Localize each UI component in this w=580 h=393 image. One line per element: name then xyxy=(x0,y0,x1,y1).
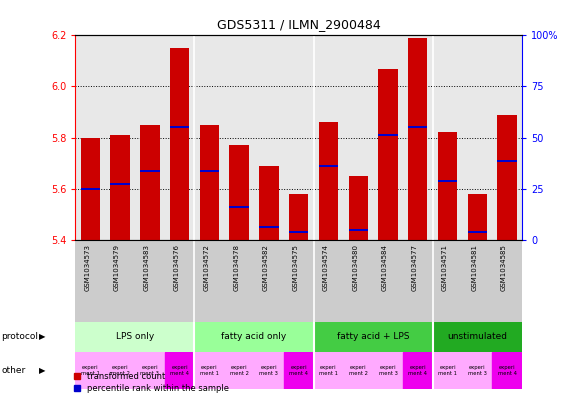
Bar xyxy=(289,231,309,233)
Bar xyxy=(110,183,130,185)
Bar xyxy=(462,352,492,389)
Text: experi
ment 4: experi ment 4 xyxy=(170,365,189,376)
Bar xyxy=(314,352,343,389)
Text: fatty acid only: fatty acid only xyxy=(222,332,287,342)
Bar xyxy=(438,180,457,182)
Text: unstimulated: unstimulated xyxy=(447,332,508,342)
Text: GDS5311 / ILMN_2900484: GDS5311 / ILMN_2900484 xyxy=(217,18,380,31)
Text: other: other xyxy=(1,366,26,375)
Bar xyxy=(433,321,522,352)
Bar xyxy=(165,352,194,389)
Bar xyxy=(135,352,165,389)
Text: GSM1034581: GSM1034581 xyxy=(472,244,477,291)
Bar xyxy=(314,321,433,352)
Bar xyxy=(105,352,135,389)
Text: experi
ment 2: experi ment 2 xyxy=(230,365,249,376)
Text: GSM1034573: GSM1034573 xyxy=(84,244,90,291)
Bar xyxy=(170,48,189,240)
Text: experi
ment 1: experi ment 1 xyxy=(81,365,100,376)
Bar xyxy=(378,134,398,136)
Bar xyxy=(319,165,338,167)
Bar xyxy=(140,170,160,172)
Text: experi
ment 3: experi ment 3 xyxy=(140,365,160,376)
Text: experi
ment 4: experi ment 4 xyxy=(498,365,517,376)
Text: GSM1034575: GSM1034575 xyxy=(293,244,299,291)
Bar xyxy=(75,321,194,352)
Text: experi
ment 3: experi ment 3 xyxy=(259,365,278,376)
Bar xyxy=(408,127,427,129)
Bar xyxy=(373,352,403,389)
Bar xyxy=(200,170,219,172)
Bar xyxy=(230,145,249,240)
Text: experi
ment 2: experi ment 2 xyxy=(349,365,368,376)
Bar xyxy=(284,352,314,389)
Bar xyxy=(378,69,398,240)
Text: experi
ment 1: experi ment 1 xyxy=(319,365,338,376)
Text: LPS only: LPS only xyxy=(116,332,154,342)
Bar xyxy=(343,352,373,389)
Text: GSM1034585: GSM1034585 xyxy=(501,244,507,291)
Bar xyxy=(75,352,105,389)
Text: GSM1034576: GSM1034576 xyxy=(173,244,180,291)
Text: experi
ment 4: experi ment 4 xyxy=(408,365,427,376)
Bar xyxy=(194,321,314,352)
Bar xyxy=(230,206,249,208)
Bar xyxy=(289,194,309,240)
Bar xyxy=(408,38,427,240)
Bar xyxy=(492,352,522,389)
Text: experi
ment 1: experi ment 1 xyxy=(438,365,457,376)
Text: GSM1034578: GSM1034578 xyxy=(233,244,239,291)
Text: GSM1034580: GSM1034580 xyxy=(352,244,358,291)
Text: GSM1034574: GSM1034574 xyxy=(322,244,328,291)
Bar xyxy=(403,352,433,389)
Bar xyxy=(433,352,462,389)
Text: protocol: protocol xyxy=(1,332,38,342)
Bar xyxy=(194,352,224,389)
Text: GSM1034583: GSM1034583 xyxy=(144,244,150,291)
Bar xyxy=(224,352,254,389)
Bar xyxy=(467,194,487,240)
Legend: transformed count, percentile rank within the sample: transformed count, percentile rank withi… xyxy=(74,372,229,393)
Bar xyxy=(259,226,278,228)
Bar xyxy=(259,166,278,240)
Bar xyxy=(81,138,100,240)
Text: ▶: ▶ xyxy=(39,332,46,342)
Bar xyxy=(110,135,130,240)
Bar xyxy=(170,127,189,129)
Text: experi
ment 4: experi ment 4 xyxy=(289,365,308,376)
Bar xyxy=(254,352,284,389)
Text: fatty acid + LPS: fatty acid + LPS xyxy=(337,332,409,342)
Bar xyxy=(467,231,487,233)
Bar xyxy=(498,160,517,162)
Text: ▶: ▶ xyxy=(39,366,46,375)
Text: GSM1034577: GSM1034577 xyxy=(412,244,418,291)
Text: GSM1034582: GSM1034582 xyxy=(263,244,269,291)
Text: GSM1034571: GSM1034571 xyxy=(441,244,448,291)
Bar xyxy=(349,229,368,231)
Bar xyxy=(140,125,160,240)
Text: GSM1034579: GSM1034579 xyxy=(114,244,120,291)
Text: experi
ment 3: experi ment 3 xyxy=(379,365,397,376)
Text: GSM1034572: GSM1034572 xyxy=(204,244,209,291)
Text: experi
ment 2: experi ment 2 xyxy=(111,365,129,376)
Bar xyxy=(498,115,517,240)
Text: experi
ment 1: experi ment 1 xyxy=(200,365,219,376)
Text: experi
ment 3: experi ment 3 xyxy=(468,365,487,376)
Bar xyxy=(81,188,100,190)
Bar xyxy=(319,122,338,240)
Bar xyxy=(349,176,368,240)
Bar xyxy=(200,125,219,240)
Text: GSM1034584: GSM1034584 xyxy=(382,244,388,291)
Bar xyxy=(438,132,457,240)
